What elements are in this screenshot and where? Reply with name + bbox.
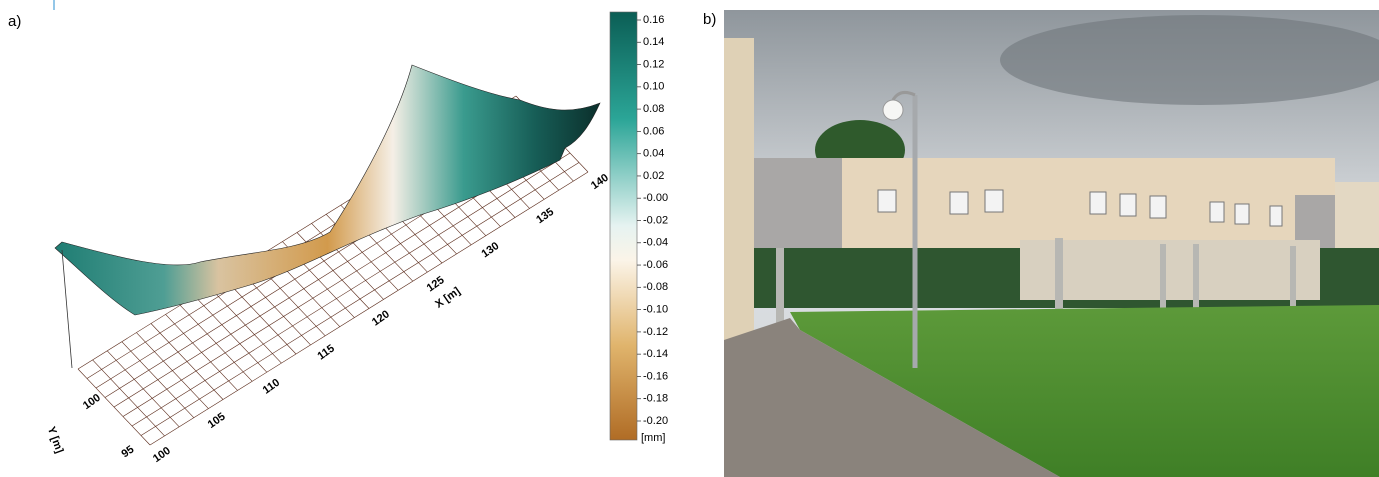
y-tick-label: 100 — [81, 392, 103, 412]
colorbar-label: -0.00 — [643, 192, 668, 204]
colorbar-label: -0.10 — [643, 304, 668, 316]
ground-building — [1020, 240, 1320, 300]
pillar — [1160, 244, 1166, 312]
colorbar-label: -0.14 — [643, 348, 668, 360]
colorbar-label: -0.16 — [643, 370, 668, 382]
x-tick-label: 105 — [206, 411, 228, 431]
window — [985, 190, 1003, 212]
colorbar-label: -0.18 — [643, 393, 668, 405]
colorbar — [610, 12, 637, 440]
colorbar-unit: [mm] — [641, 432, 665, 444]
z-axis — [62, 250, 72, 368]
colorbar-label: 0.08 — [643, 103, 664, 115]
colorbar-label: 0.02 — [643, 170, 664, 182]
x-tick-label: 140 — [589, 172, 611, 192]
window — [1150, 196, 1166, 218]
panel-b: b) — [703, 10, 1379, 477]
colorbar-label: 0.10 — [643, 81, 664, 93]
figure: a) 100105110115120125130135140X [m]95100… — [0, 0, 1379, 477]
window — [1120, 194, 1136, 216]
y-axis-label: Y [m] — [45, 425, 66, 455]
colorbar-label: 0.14 — [643, 36, 664, 48]
pillar — [776, 248, 784, 326]
colorbar-label: -0.08 — [643, 281, 668, 293]
pillar — [1193, 244, 1199, 310]
colorbar-label: -0.06 — [643, 259, 668, 271]
colorbar-label: 0.12 — [643, 58, 664, 70]
x-tick-label: 115 — [315, 343, 336, 363]
colorbar-ticks: 0.16 0.14 0.12 0.10 0.08 0.06 0.04 0.02 -0.00 -0.… — [637, 14, 668, 444]
colorbar-label: 0.04 — [643, 148, 664, 160]
x-tick-label: 135 — [534, 206, 556, 226]
x-tick-label: 120 — [370, 308, 392, 328]
y-tick-label: 95 — [119, 443, 136, 460]
window — [1090, 192, 1106, 214]
colorbar-label: -0.12 — [643, 326, 668, 338]
panel-label: b) — [703, 11, 716, 28]
colorbar-label: -0.20 — [643, 415, 668, 427]
x-tick-label: 110 — [261, 377, 282, 397]
colorbar-label: 0.06 — [643, 125, 664, 137]
left-building — [724, 38, 754, 348]
pillar — [1290, 246, 1296, 306]
window — [1235, 204, 1249, 224]
x-tick-label: 100 — [151, 445, 173, 465]
x-tick-label: 130 — [479, 240, 501, 260]
facade — [752, 158, 842, 248]
window — [1270, 206, 1282, 226]
colorbar-label: -0.02 — [643, 214, 668, 226]
surface — [55, 65, 600, 315]
window — [1210, 202, 1224, 222]
colorbar-label: -0.04 — [643, 237, 668, 249]
colorbar-label: 0.16 — [643, 14, 664, 26]
x-tick-label: 125 — [425, 274, 447, 294]
window — [878, 190, 896, 212]
lamp — [883, 100, 903, 120]
panel-label: a) — [8, 13, 21, 30]
window — [950, 192, 968, 214]
